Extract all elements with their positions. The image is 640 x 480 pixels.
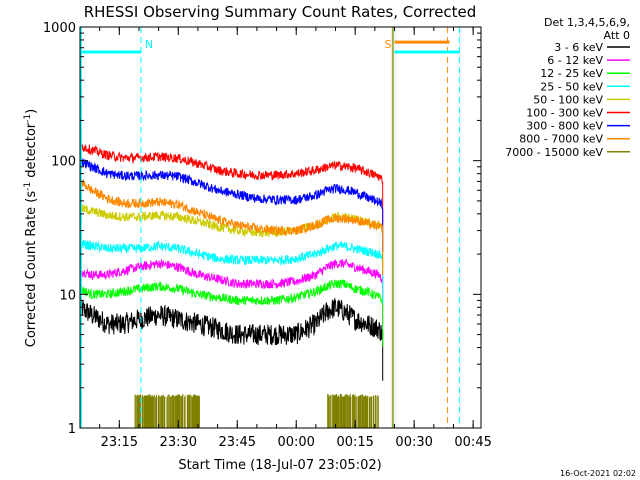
legend-label: 100 - 300 keV	[526, 107, 603, 120]
flag-label: S	[385, 38, 392, 51]
y-tick-label: 1	[68, 422, 76, 437]
flag-label: N	[145, 38, 153, 51]
x-tick-label: 00:00	[277, 435, 314, 450]
axes: 1 10 100 1000 23:15 23:30 23:45 00:00 00:15 00:30…	[43, 21, 492, 450]
x-axis-label: Start Time (18-Jul-07 23:05:02)	[178, 458, 381, 473]
series-50-100-kev	[79, 204, 384, 275]
series-100-300-kev	[79, 141, 384, 227]
legend-label: 6 - 12 keV	[547, 54, 603, 67]
series-800-7000-kev	[79, 177, 384, 275]
legend-label: 12 - 25 keV	[540, 67, 603, 80]
legend-header-line1: Det 1,3,4,5,6,9,	[544, 16, 630, 29]
x-tick-label: 23:45	[219, 435, 256, 450]
y-tick-label: 10	[59, 288, 76, 303]
x-tick-label: 00:30	[395, 435, 432, 450]
x-tick-label: 00:15	[336, 435, 373, 450]
x-tick-label: 00:45	[454, 435, 491, 450]
x-tick-label: 23:15	[101, 435, 138, 450]
series-25-50-kev	[79, 239, 384, 304]
y-tick-label: 1000	[43, 21, 76, 36]
timestamp: 16-Oct-2021 02:02	[560, 469, 636, 478]
series-300-800-kev	[79, 157, 384, 253]
legend-label: 800 - 7000 keV	[519, 133, 603, 146]
legend-header-line2: Att 0	[604, 29, 630, 42]
legend-label: 300 - 800 keV	[526, 120, 603, 133]
chart-title: RHESSI Observing Summary Count Rates, Co…	[84, 3, 477, 21]
series-3-6-kev	[79, 297, 384, 381]
series-12-25-kev	[79, 279, 384, 347]
y-tick-label: 100	[51, 155, 76, 170]
y-axis-label: Corrected Count Rate (s-1 detector-1)	[23, 109, 39, 347]
x-tick-label: 23:30	[160, 435, 197, 450]
legend-label: 25 - 50 keV	[540, 80, 603, 93]
legend-label: 50 - 100 keV	[533, 93, 603, 106]
series-6-12-kev	[79, 258, 384, 326]
legend-label: 7000 - 15000 keV	[505, 146, 603, 159]
series-layer	[79, 141, 384, 428]
legend-label: 3 - 6 keV	[554, 41, 603, 54]
plot-frame	[79, 26, 482, 429]
